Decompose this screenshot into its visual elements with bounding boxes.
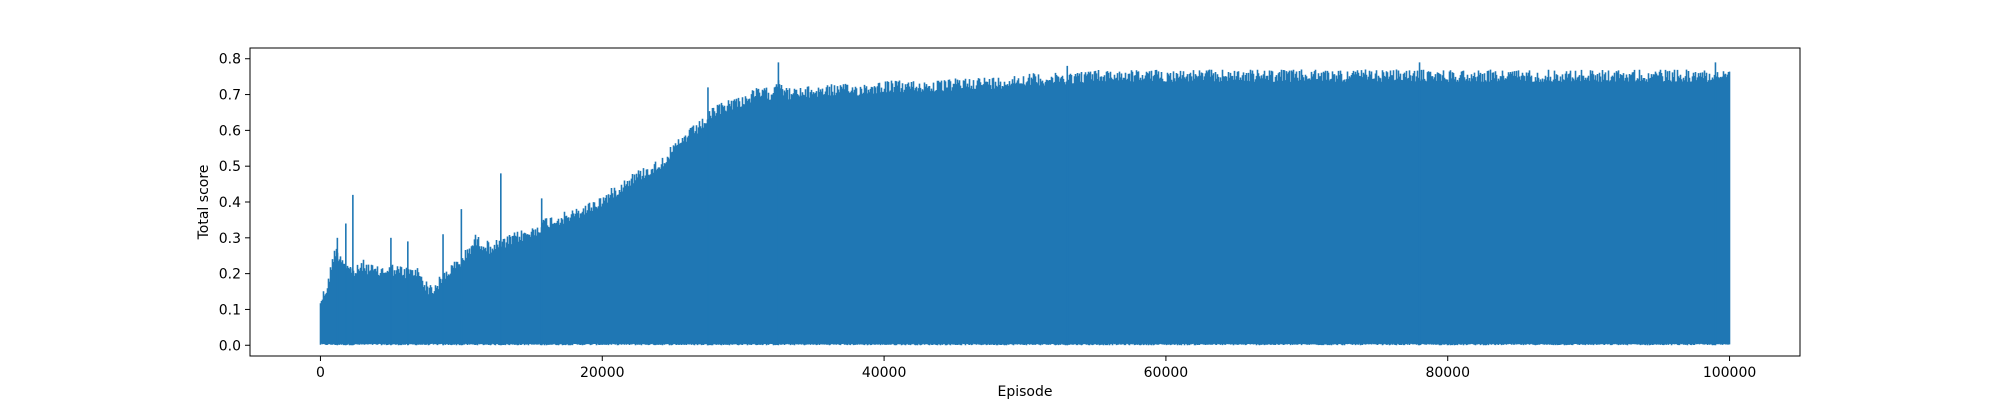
x-tick-label: 20000: [580, 365, 625, 381]
y-tick-label: 0.1: [219, 302, 241, 318]
y-tick-label: 0.7: [219, 88, 241, 104]
x-tick-label: 0: [316, 365, 325, 381]
y-tick-label: 0.6: [219, 123, 241, 139]
x-tick-label: 80000: [1425, 365, 1470, 381]
series-line: [319, 69, 1731, 346]
y-tick-label: 0.4: [219, 195, 241, 211]
series-layer: [319, 62, 1731, 346]
axis-layer: 0 20000 40000 60000 80000 100000 0.0 0.1 0.2 0.3 0…: [219, 52, 1757, 381]
x-axis-label: Episode: [998, 384, 1053, 400]
y-tick-label: 0.3: [219, 231, 241, 247]
plot-frame: [249, 47, 1801, 357]
x-tick-label: 60000: [1144, 365, 1189, 381]
x-tick-label: 40000: [862, 365, 907, 381]
y-tick-label: 0.2: [219, 267, 241, 283]
x-tick-label: 100000: [1703, 365, 1756, 381]
y-tick-label: 0.5: [219, 159, 241, 175]
y-tick-label: 0.8: [219, 52, 241, 68]
y-tick-label: 0.0: [219, 338, 241, 354]
y-axis-label: Total score: [196, 165, 212, 241]
